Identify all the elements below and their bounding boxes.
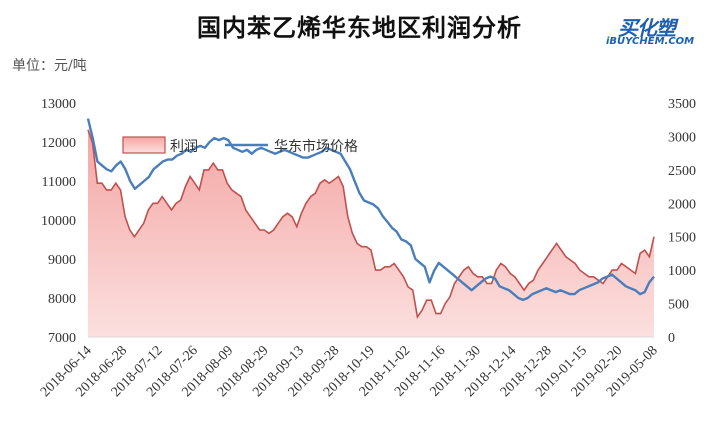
- y-left-tick-label: 9000: [48, 253, 76, 268]
- y-left-tick-label: 11000: [42, 175, 76, 190]
- price-line: [86, 118, 655, 302]
- y-right-tick-label: 3000: [668, 130, 696, 145]
- y-right-tick-label: 3500: [668, 97, 696, 112]
- profit-area: [88, 129, 654, 337]
- y-left-tick-label: 12000: [41, 136, 76, 151]
- profit-line: [87, 129, 655, 319]
- y-left-tick-label: 8000: [48, 292, 76, 307]
- brand-logo-domain: iBUYCHEM.COM: [606, 36, 695, 47]
- chart-title: 国内苯乙烯华东地区利润分析: [197, 13, 522, 42]
- y-left-tick-label: 10000: [41, 214, 76, 229]
- chart-legend: 利润 华东市场价格: [122, 136, 358, 155]
- legend-label-price: 华东市场价格: [274, 138, 358, 155]
- brand-logo-text: 买化塑: [618, 16, 676, 40]
- y-right-tick-label: 2000: [668, 197, 696, 212]
- y-left-tick-label: 13000: [41, 97, 76, 112]
- y-right-tick-label: 1500: [668, 231, 696, 246]
- y-left-tick-label: 7000: [48, 331, 76, 346]
- y-right-tick-label: 0: [668, 331, 675, 346]
- y-right-tick-label: 1000: [668, 264, 696, 279]
- legend-swatch-profit: [122, 136, 166, 154]
- legend-label-profit: 利润: [170, 139, 198, 155]
- unit-label: 单位：元/吨: [12, 58, 87, 74]
- y-right-tick-label: 500: [668, 298, 689, 313]
- y-right-tick-label: 2500: [668, 164, 696, 179]
- brand-logo[interactable]: 买化塑 iBUYCHEM.COM: [604, 12, 706, 50]
